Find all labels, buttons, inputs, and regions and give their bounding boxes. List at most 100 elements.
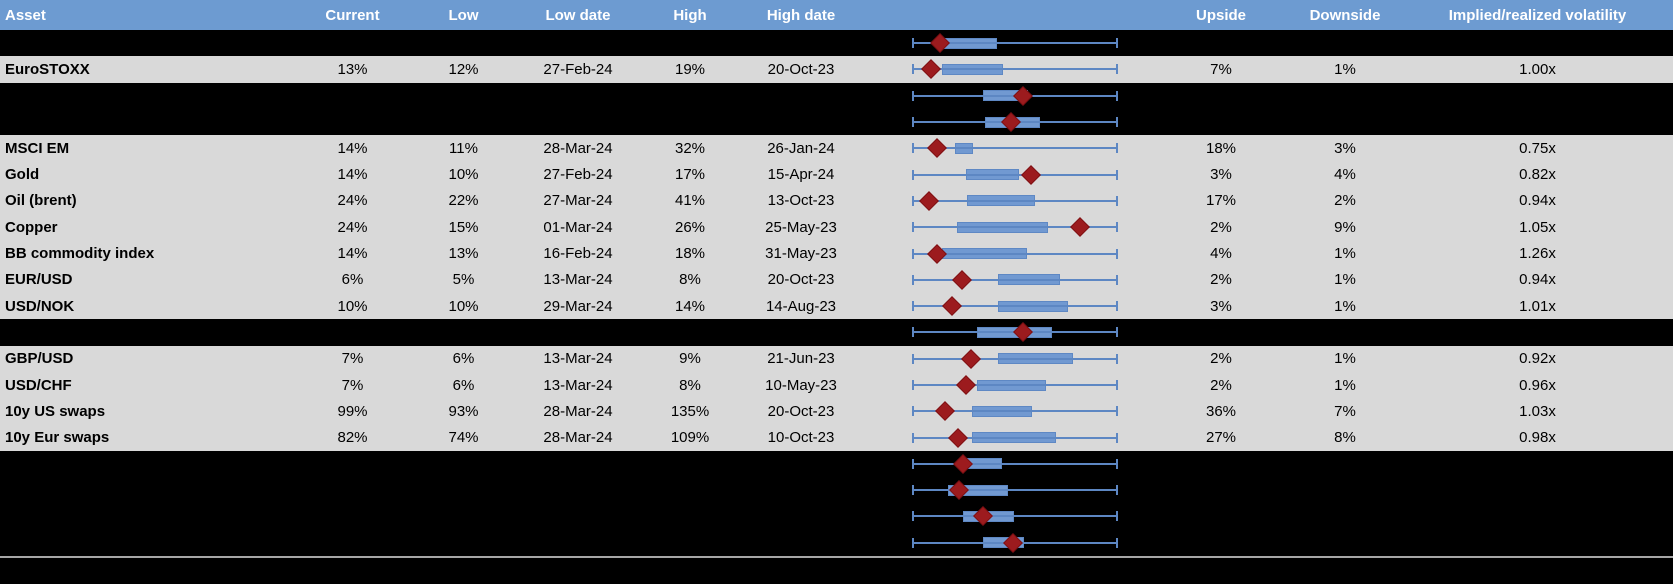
table-row [0, 477, 1673, 504]
implied-realized-volatility-cell [1430, 451, 1645, 477]
current-cell [296, 503, 409, 529]
implied-realized-volatility-cell: 1.26x [1519, 245, 1556, 263]
header-row: Asset Current Low Low date High High dat… [0, 0, 1673, 30]
high-cell: 18% [674, 245, 706, 263]
low-date-cell: 29-Mar-24 [543, 297, 613, 315]
downside-cell: 1% [1334, 271, 1356, 289]
boxplot [912, 503, 1118, 529]
diamond-marker-icon [953, 453, 973, 474]
high-date-cell: 26-Jan-24 [767, 139, 835, 157]
whisker-line [912, 199, 1118, 202]
current-cell [296, 451, 409, 477]
high-cell [633, 83, 747, 109]
table-row: USD/CHF 7% 6% 13-Mar-24 8% 10-May-23 2% … [0, 371, 1673, 399]
whisker-cap-right [1116, 485, 1118, 496]
whisker-line [912, 305, 1118, 308]
whisker-cap-left [912, 222, 914, 233]
upside-cell [1164, 530, 1278, 556]
upside-cell [1164, 30, 1278, 56]
high-cell [633, 530, 747, 556]
asset-cell [5, 109, 290, 135]
diamond-marker-icon [952, 269, 972, 290]
whisker-cap-right [1116, 117, 1118, 128]
high-date-cell: 10-Oct-23 [767, 429, 835, 447]
whisker-line [912, 489, 1118, 492]
high-date-cell: 31-May-23 [765, 245, 837, 263]
whisker-cap-right [1116, 248, 1118, 259]
bottom-filler [0, 558, 1673, 584]
low-cell: 13% [448, 245, 479, 263]
table-row: Copper 24% 15% 01-Mar-24 26% 25-May-23 2… [0, 214, 1673, 241]
low-date-cell: 28-Mar-24 [543, 402, 613, 420]
low-cell: 10% [448, 297, 479, 315]
high-date-cell: 20-Oct-23 [767, 271, 835, 289]
current-cell: 24% [337, 192, 368, 210]
low-date-cell: 28-Mar-24 [543, 139, 613, 157]
boxplot [912, 267, 1118, 293]
low-date-cell: 27-Feb-24 [543, 166, 613, 184]
whisker-cap-left [912, 301, 914, 312]
upside-cell: 3% [1210, 166, 1232, 184]
diamond-marker-icon [1003, 532, 1023, 553]
whisker-line [912, 436, 1118, 439]
implied-realized-volatility-cell: 1.00x [1519, 60, 1556, 78]
current-cell: 99% [337, 402, 368, 420]
diamond-marker-icon [973, 506, 993, 527]
boxplot [912, 477, 1118, 503]
diamond-marker-icon [1013, 322, 1033, 343]
asset-cell [5, 451, 290, 477]
upside-cell: 2% [1210, 271, 1232, 289]
whisker-cap-left [912, 458, 914, 469]
asset-cell: EUR/USD [5, 271, 73, 289]
low-date-cell [520, 503, 636, 529]
current-cell: 82% [337, 429, 368, 447]
column-header-current: Current [325, 6, 380, 24]
high-cell: 14% [674, 297, 706, 315]
downside-cell [1288, 319, 1402, 345]
diamond-marker-icon [948, 427, 968, 448]
upside-cell [1164, 477, 1278, 503]
boxplot [912, 530, 1118, 556]
column-header-high-date: High date [766, 6, 836, 24]
diamond-marker-icon [921, 59, 941, 80]
low-date-cell: 13-Mar-24 [543, 376, 613, 394]
downside-cell [1288, 503, 1402, 529]
implied-realized-volatility-cell: 1.01x [1519, 297, 1556, 315]
current-cell: 7% [341, 376, 364, 394]
whisker-line [912, 515, 1118, 518]
asset-cell [5, 477, 290, 503]
whisker-cap-right [1116, 195, 1118, 206]
downside-cell: 7% [1334, 402, 1356, 420]
table-row [0, 450, 1673, 478]
downside-cell [1288, 109, 1402, 135]
low-cell: 10% [448, 166, 479, 184]
table-row [0, 82, 1673, 109]
boxplot [912, 240, 1118, 266]
table-row [0, 503, 1673, 530]
upside-cell: 7% [1210, 60, 1232, 78]
asset-cell [5, 319, 290, 345]
column-header-upside: Upside [1195, 6, 1246, 24]
low-cell [407, 319, 520, 345]
column-header-implied-realized-volatility: Implied/realized volatility [1448, 6, 1627, 24]
column-header-downside: Downside [1309, 6, 1381, 24]
downside-cell: 3% [1334, 139, 1356, 157]
asset-cell: USD/NOK [5, 297, 75, 315]
whisker-line [912, 357, 1118, 360]
whisker-cap-right [1116, 38, 1118, 49]
implied-realized-volatility-cell: 1.05x [1519, 218, 1556, 236]
whisker-cap-right [1116, 222, 1118, 233]
whisker-cap-left [912, 380, 914, 390]
asset-cell: GBP/USD [5, 350, 74, 368]
whisker-cap-right [1116, 511, 1118, 522]
diamond-marker-icon [1001, 112, 1021, 132]
current-cell: 13% [337, 60, 368, 78]
diamond-marker-icon [1013, 85, 1033, 106]
high-cell: 26% [674, 218, 706, 236]
table-row: 10y Eur swaps 82% 74% 28-Mar-24 109% 10-… [0, 424, 1673, 451]
whisker-cap-left [912, 117, 914, 128]
boxplot [912, 83, 1118, 109]
low-cell [407, 451, 520, 477]
boxplot [912, 424, 1118, 450]
low-date-cell: 27-Mar-24 [543, 192, 613, 210]
